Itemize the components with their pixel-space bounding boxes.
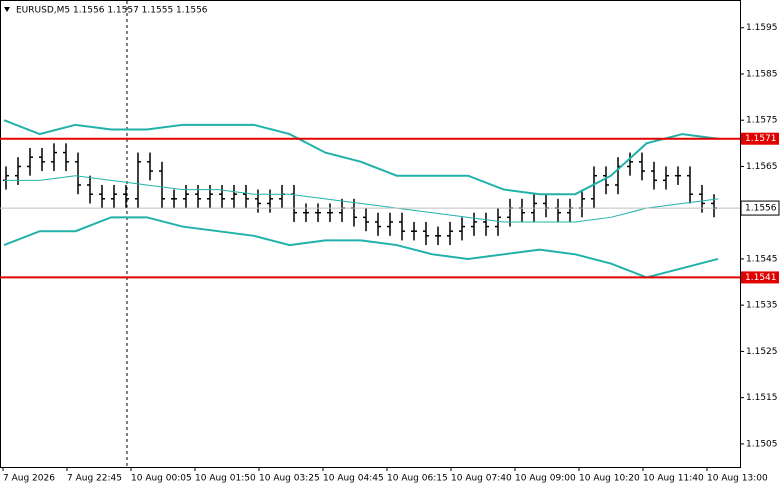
plot-frame — [0, 0, 741, 468]
x-tick-label: 10 Aug 11:40 — [643, 474, 704, 484]
indicator-line — [3, 216, 719, 279]
x-tick-label: 10 Aug 00:05 — [131, 474, 192, 484]
price-label-box — [740, 200, 780, 216]
x-tick-label: 7 Aug 22:45 — [67, 474, 122, 484]
x-tick-label: 10 Aug 10:20 — [579, 474, 640, 484]
x-tick-label: 10 Aug 13:00 — [707, 474, 768, 484]
indicator-line — [4, 175, 719, 223]
level-label: 1.1541 — [745, 273, 777, 283]
price-label: 1.1556 — [745, 204, 777, 214]
x-tick-label: 10 Aug 03:25 — [259, 474, 320, 484]
title-arrow — [4, 7, 10, 12]
y-tick-label: 1.1505 — [746, 439, 778, 449]
x-tick-label: 10 Aug 09:00 — [515, 474, 576, 484]
y-tick-label: 1.1575 — [746, 116, 778, 126]
x-tick-label: 10 Aug 04:45 — [323, 474, 384, 484]
y-tick-label: 1.1545 — [746, 254, 778, 264]
y-tick-label: 1.1525 — [746, 347, 778, 357]
level-label-box — [741, 271, 779, 284]
y-tick-label: 1.1535 — [746, 301, 778, 311]
indicator-line — [3, 119, 719, 196]
x-tick-label: 7 Aug 2026 — [3, 474, 55, 484]
chart-title: EURUSD,M5 1.1556 1.1557 1.1555 1.1556 — [16, 6, 208, 16]
y-tick-label: 1.1515 — [746, 393, 778, 403]
level-label: 1.1571 — [745, 134, 777, 144]
level-label-box — [741, 132, 779, 145]
x-tick-label: 10 Aug 01:50 — [195, 474, 256, 484]
x-tick-label: 10 Aug 07:40 — [451, 474, 512, 484]
y-tick-label: 1.1595 — [746, 23, 778, 33]
y-tick-label: 1.1565 — [746, 162, 778, 172]
y-tick-label: 1.1585 — [746, 69, 778, 79]
x-tick-label: 10 Aug 06:15 — [387, 474, 448, 484]
